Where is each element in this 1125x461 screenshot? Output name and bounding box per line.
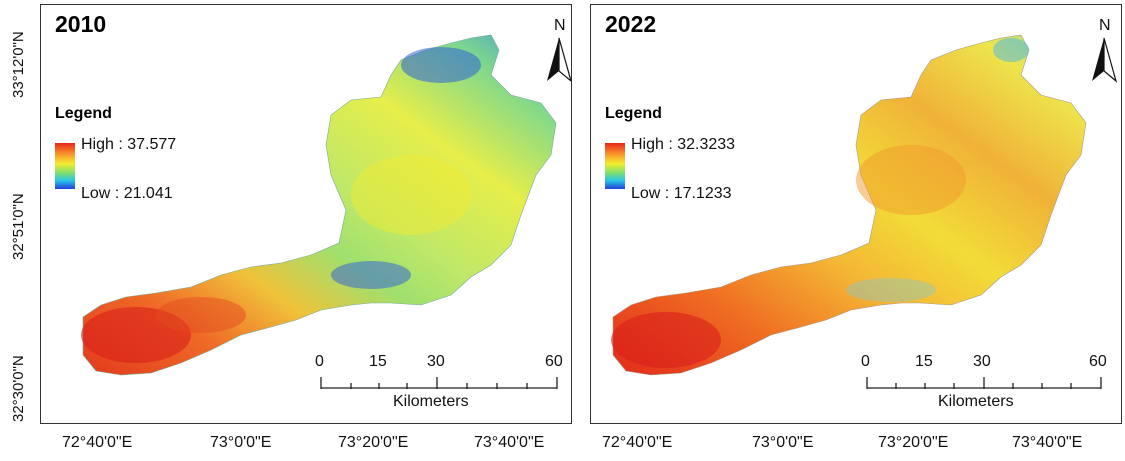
legend-color-ramp [55,143,75,189]
x-axis-label-2-right: 73°0'0"E [752,434,814,451]
x-axis-label-2-left: 73°0'0"E [210,434,272,451]
scale-tick-15: 15 [369,353,387,370]
scale-tick-15: 15 [915,353,933,370]
legend-color-ramp [605,143,625,189]
north-label: N [554,17,566,34]
legend-high-label: High : 32.3233 [631,136,736,153]
scale-tick-60: 60 [1089,353,1107,370]
district-shape [82,34,557,376]
north-arrow-icon [547,37,571,82]
legend-title: Legend [605,105,662,122]
map-panel-2022: 2022 Legend High : 32.3233 Low : 17.1233… [590,4,1122,424]
district-map-2022 [611,34,1087,376]
scale-tick-0: 0 [861,353,870,370]
district-map-2010 [81,34,557,376]
scale-unit: Kilometers [938,393,1014,410]
scale-bar [320,377,558,389]
legend-low-label: Low : 17.1233 [631,185,732,202]
scale-unit: Kilometers [393,393,469,410]
legend-low-label: Low : 21.041 [81,185,173,202]
y-axis-label-middle: 32°51'0"N [10,193,27,260]
legend-high-label: High : 37.577 [81,136,177,153]
x-axis-label-1-left: 72°40'0"E [62,434,133,451]
x-axis-label-1-right: 72°40'0"E [602,434,673,451]
panel-year: 2022 [605,11,657,37]
x-axis-label-4-right: 73°40'0"E [1012,434,1083,451]
north-label: N [1099,17,1111,34]
scale-tick-60: 60 [545,353,563,370]
scale-tick-30: 30 [427,353,445,370]
x-axis-label-4-left: 73°40'0"E [474,434,545,451]
district-shape [612,34,1087,376]
north-arrow-icon [1092,37,1118,83]
x-axis-label-3-left: 73°20'0"E [338,434,409,451]
y-axis-label-bottom: 32°30'0"N [10,355,27,422]
map-panel-2010: 2010 Legend High : 37.577 Low : 21.041 N… [40,4,572,424]
panel-year: 2010 [55,11,107,37]
y-axis-label-top: 33°12'0"N [10,31,27,98]
scale-bar [866,377,1102,389]
x-axis-label-3-right: 73°20'0"E [878,434,949,451]
scale-tick-0: 0 [315,353,324,370]
scale-tick-30: 30 [973,353,991,370]
legend-title: Legend [55,105,112,122]
